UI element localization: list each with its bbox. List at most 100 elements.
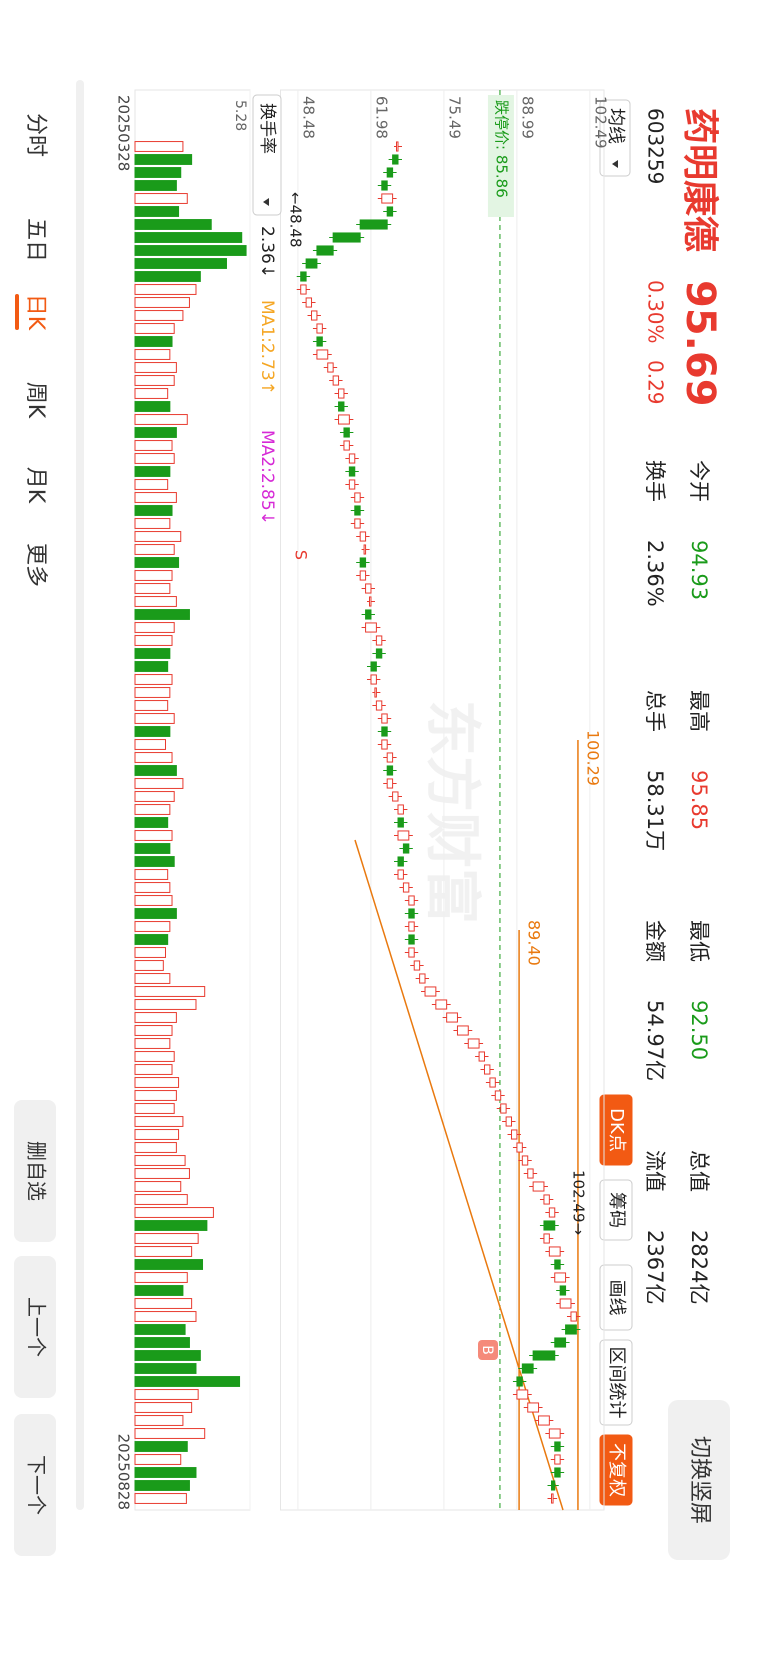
candle-body: [381, 193, 394, 204]
candle-body: [494, 1090, 502, 1101]
candle-body: [396, 141, 399, 152]
volume-bar: [134, 1051, 175, 1062]
volume-current: 2.36↓: [257, 226, 277, 278]
volume-bar: [134, 934, 169, 945]
candle-body: [386, 778, 394, 789]
candle-body: [392, 154, 399, 165]
tab[interactable]: 周K: [23, 382, 48, 419]
volume-selector[interactable]: [252, 94, 282, 216]
tool-button-label[interactable]: 画线: [606, 1280, 627, 1316]
candle-body: [505, 1116, 513, 1127]
dropdown-arrow: [263, 198, 269, 206]
candle-body: [359, 557, 367, 568]
volume-bar: [134, 1129, 180, 1140]
candle-body: [305, 297, 313, 308]
tab[interactable]: 更多: [23, 543, 48, 587]
high-label: 102.49→: [569, 1170, 587, 1235]
action-button[interactable]: [14, 1414, 56, 1556]
stat-label: 换手: [643, 460, 667, 502]
limit-down-box: [487, 95, 514, 217]
candle-body: [363, 544, 367, 555]
action-button-label[interactable]: 上一个: [25, 1297, 49, 1357]
tool-button-label[interactable]: 不复权: [606, 1443, 627, 1497]
tool-button[interactable]: [599, 1179, 633, 1241]
volume-bar: [134, 908, 177, 919]
scroll-track[interactable]: [76, 80, 84, 1510]
candle-body: [521, 1155, 529, 1166]
rotate-button-label[interactable]: 切换竖屏: [687, 1436, 712, 1524]
tool-button-label[interactable]: 筹码: [606, 1192, 627, 1228]
volume-bar: [134, 141, 184, 152]
level-label: 89.40: [525, 920, 544, 966]
stock-code: 603259: [644, 108, 668, 184]
tab[interactable]: 月K: [23, 467, 48, 504]
tool-button[interactable]: [599, 1264, 633, 1331]
tab[interactable]: 五日: [23, 218, 48, 262]
tab-underline: [15, 294, 19, 330]
volume-bar: [134, 1090, 177, 1101]
volume-bar: [134, 661, 169, 672]
volume-label[interactable]: 换手率: [257, 103, 277, 154]
level-label: 100.29: [583, 730, 602, 786]
volume-bar: [134, 1363, 197, 1374]
candle-body: [305, 258, 318, 269]
volume-bar: [134, 1441, 188, 1452]
date-end: 20250828: [115, 1434, 133, 1510]
tab[interactable]: 分时: [23, 113, 48, 157]
volume-bar: [134, 1272, 188, 1283]
volume-bar: [134, 427, 177, 438]
volume-bar: [134, 1116, 184, 1127]
candle-body: [408, 908, 415, 919]
volume-bar: [134, 154, 193, 165]
volume-bar: [134, 1012, 177, 1023]
ma-button-label[interactable]: 均线: [605, 108, 626, 144]
volume-bar: [134, 544, 175, 555]
candle-body: [456, 1025, 469, 1036]
watermark: 东方财富: [419, 700, 484, 924]
volume-bar: [134, 1337, 190, 1348]
action-button-label[interactable]: 删自选: [25, 1141, 49, 1201]
volume-bar: [134, 1168, 190, 1179]
tab[interactable]: 日K: [23, 294, 48, 331]
candle-body: [554, 1337, 567, 1348]
volume-bar: [134, 1220, 208, 1231]
candle-body: [543, 1220, 556, 1231]
candle-body: [402, 882, 410, 893]
volume-bar: [134, 947, 166, 958]
stat-value: 54.97亿: [643, 1000, 667, 1081]
chart-frame: [280, 89, 605, 1511]
candle-body: [551, 1480, 556, 1491]
y-tick-label: 48.48: [299, 96, 317, 139]
candle-body: [532, 1350, 556, 1361]
tool-button-label[interactable]: 区间统计: [606, 1347, 627, 1419]
stat-value: 94.93: [687, 540, 711, 600]
volume-bar: [134, 752, 173, 763]
tool-button[interactable]: [599, 1094, 633, 1166]
candle-body: [374, 687, 377, 698]
candle-body: [370, 674, 377, 685]
ma-button[interactable]: [599, 99, 631, 177]
action-button[interactable]: [14, 1100, 56, 1242]
stat-value: 2367亿: [643, 1230, 667, 1304]
tool-button[interactable]: [599, 1339, 633, 1426]
volume-bar: [134, 895, 173, 906]
volume-bar: [134, 284, 197, 295]
action-button[interactable]: [14, 1256, 56, 1398]
candle-body: [554, 1272, 567, 1283]
volume-bar: [134, 765, 177, 776]
volume-bar: [134, 1207, 214, 1218]
action-button-label[interactable]: 下一个: [25, 1455, 49, 1515]
volume-bar: [134, 674, 173, 685]
volume-bar: [134, 1077, 180, 1088]
candle-body: [381, 739, 388, 750]
candle-body: [381, 713, 388, 724]
candle-body: [554, 1259, 561, 1270]
volume-ma2: MA2:2.85↓: [257, 430, 277, 525]
volume-bar: [134, 362, 177, 373]
volume-bar: [134, 869, 169, 880]
volume-bar: [134, 973, 171, 984]
candle-body: [548, 1428, 561, 1439]
tool-button-label[interactable]: DK点: [606, 1108, 627, 1152]
rotate-button[interactable]: [668, 1400, 730, 1560]
tool-button[interactable]: [599, 1434, 633, 1506]
